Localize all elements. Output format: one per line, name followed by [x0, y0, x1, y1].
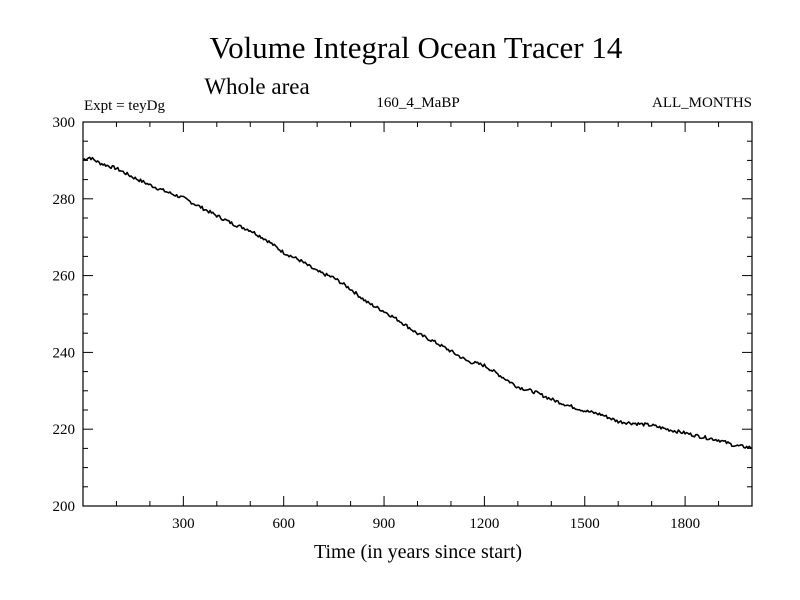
y-axis-ticks: 200 220 240 260 280 300 — [53, 115, 753, 515]
x-tick-label: 1200 — [469, 516, 499, 532]
y-tick-label: 200 — [53, 499, 76, 515]
x-tick-label: 300 — [172, 516, 195, 532]
x-tick-label: 600 — [272, 516, 295, 532]
x-tick-label: 1500 — [570, 516, 600, 532]
x-axis-ticks: 300 600 900 1200 1500 1800 — [116, 122, 718, 532]
x-tick-label: 1800 — [670, 516, 700, 532]
chart-title: Volume Integral Ocean Tracer 14 — [210, 30, 623, 65]
months-label: ALL_MONTHS — [652, 95, 752, 111]
line-chart: Volume Integral Ocean Tracer 14 Whole ar… — [0, 0, 800, 600]
series-line — [83, 157, 752, 448]
y-tick-label: 260 — [53, 269, 76, 285]
y-tick-label: 240 — [53, 345, 76, 361]
chart-subtitle: Whole area — [204, 74, 309, 99]
series-layer — [83, 157, 752, 448]
y-tick-label: 300 — [53, 115, 76, 131]
x-tick-label: 900 — [373, 516, 396, 532]
experiment-label: Expt = teyDg — [84, 98, 165, 114]
y-tick-label: 220 — [53, 422, 76, 438]
plot-frame — [83, 122, 752, 506]
y-tick-label: 280 — [53, 192, 76, 208]
period-label: 160_4_MaBP — [376, 95, 459, 111]
x-axis-label: Time (in years since start) — [314, 541, 522, 563]
